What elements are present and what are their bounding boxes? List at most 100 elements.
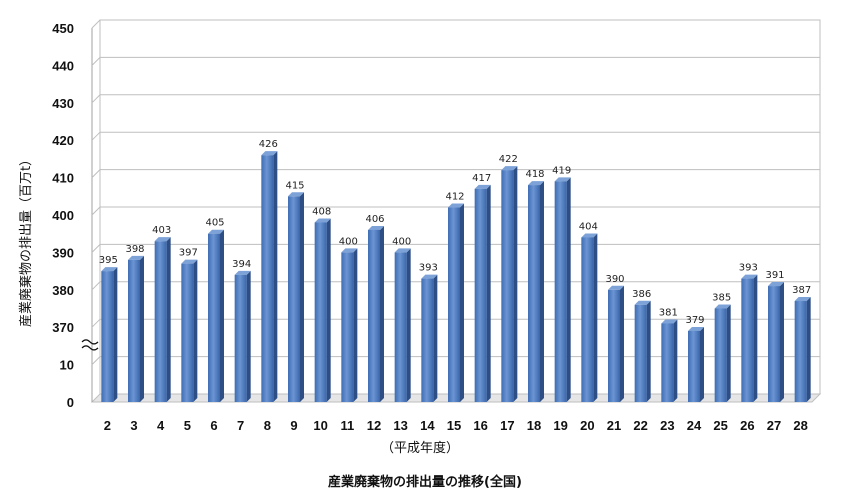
bar-top [661, 319, 678, 324]
x-tick-label: 11 [340, 418, 354, 433]
y-tick-label: 380 [52, 283, 74, 298]
data-label: 405 [205, 218, 224, 229]
data-label: 394 [232, 259, 251, 270]
x-tick-label: 5 [184, 418, 191, 433]
bar-top [394, 248, 411, 253]
data-label: 400 [339, 236, 358, 247]
bar-side [140, 255, 144, 402]
bar: 379 [685, 315, 705, 402]
bar: 408 [312, 206, 331, 402]
bar-front [714, 308, 727, 402]
data-label: 390 [605, 274, 624, 285]
bar-top [101, 267, 118, 272]
bar: 422 [499, 154, 518, 402]
bar-top [528, 181, 544, 186]
x-tick-label: 25 [713, 418, 727, 433]
bar-top [154, 237, 171, 242]
bar-front [341, 252, 354, 402]
bar-top [261, 151, 278, 156]
x-axis-ticks: 2 3 4 5 6 7 8 9 10 11 12 13 14 15 16 17 18 19 20 21 22 23 24 25… [104, 418, 808, 433]
bar-front [501, 170, 514, 402]
data-label: 403 [152, 225, 171, 236]
bar-side [780, 282, 784, 402]
data-label: 408 [312, 206, 331, 217]
y-tick-label: 10 [60, 358, 74, 373]
chart-caption: 産業廃棄物の排出量の推移(全国) [328, 474, 522, 490]
bar: 400 [339, 236, 358, 402]
bar: 393 [419, 263, 438, 402]
bar-top [554, 177, 571, 182]
data-label: 395 [99, 255, 118, 266]
bar: 395 [99, 255, 118, 402]
x-tick-label: 23 [660, 418, 674, 433]
bar: 405 [205, 218, 225, 402]
bar: 397 [179, 248, 198, 402]
data-label: 387 [792, 285, 811, 296]
bar-top [208, 229, 224, 234]
bar-side [406, 248, 411, 402]
bar: 419 [552, 165, 571, 402]
bar: 404 [579, 221, 598, 402]
bar-side [326, 218, 331, 402]
bar-front [314, 222, 327, 402]
y-tick-label: 420 [52, 133, 74, 148]
data-label: 386 [632, 289, 651, 300]
bar-top [714, 304, 731, 309]
x-tick-label: 8 [264, 418, 271, 433]
bar-side [353, 248, 358, 402]
y-tick-label: 390 [52, 245, 74, 260]
x-tick-label: 13 [393, 418, 407, 433]
x-tick-label: 4 [157, 418, 165, 433]
bar-side [380, 225, 384, 402]
bar-side [620, 285, 624, 402]
bar-side [113, 267, 118, 402]
data-label: 404 [579, 221, 598, 232]
bar-side [273, 151, 278, 402]
x-tick-label: 12 [367, 418, 381, 433]
bar-top [741, 274, 758, 279]
gridline [91, 206, 820, 216]
x-tick-label: 16 [473, 418, 487, 433]
bar-front [234, 274, 247, 402]
bar-side [513, 166, 518, 402]
bar-side [540, 181, 544, 402]
bar-top [474, 184, 491, 189]
data-label: 406 [365, 214, 384, 225]
bar-top [128, 255, 144, 260]
bar-front [554, 181, 567, 402]
data-label: 417 [472, 173, 491, 184]
bar-top [581, 233, 598, 238]
data-label: 426 [259, 139, 278, 150]
bar: 412 [445, 192, 465, 402]
bars: 395 398 403 397 405 394 426 415 408 400 406 400 393 4… [99, 139, 811, 402]
gridline [91, 94, 820, 104]
bar-front [794, 301, 807, 402]
data-label: 381 [659, 307, 678, 318]
x-tick-label: 14 [420, 418, 435, 433]
y-axis-title: 産業廃棄物の排出量（百万t） [18, 153, 34, 327]
data-label: 412 [445, 192, 464, 203]
data-label: 418 [525, 169, 544, 180]
bar-front [741, 278, 754, 402]
x-tick-label: 27 [767, 418, 781, 433]
bar: 418 [525, 169, 545, 402]
gridline [91, 243, 820, 253]
y-tick-label: 400 [52, 208, 74, 223]
y-tick-label: 410 [52, 171, 74, 186]
bar-top [608, 285, 624, 290]
bar-side [700, 326, 704, 402]
data-label: 400 [392, 236, 411, 247]
bar-side [300, 192, 304, 402]
x-tick-label: 18 [527, 418, 541, 433]
x-tick-label: 2 [104, 418, 111, 433]
bar-front [474, 188, 487, 402]
y-tick-label: 370 [52, 320, 74, 335]
bar-side [220, 229, 224, 402]
bar-front [688, 330, 700, 402]
bar-front [448, 207, 460, 402]
break-wave [81, 345, 99, 351]
x-tick-label: 3 [130, 418, 137, 433]
bar: 387 [792, 285, 811, 402]
bar-side [166, 237, 171, 402]
